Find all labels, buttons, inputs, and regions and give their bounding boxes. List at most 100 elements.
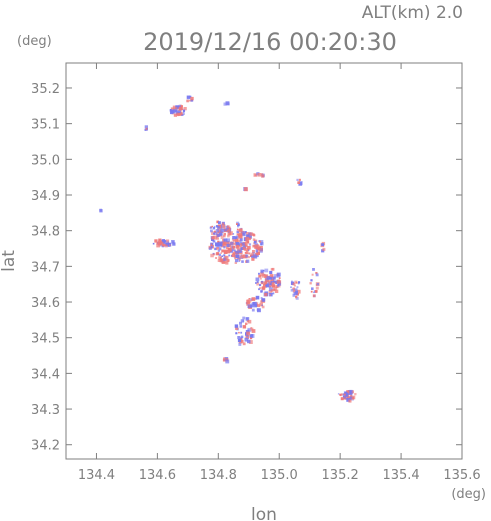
- scatter-point: [178, 107, 182, 111]
- scatter-point: [228, 254, 231, 257]
- scatter-point: [236, 223, 238, 225]
- scatter-point: [217, 228, 221, 232]
- scatter-point: [311, 273, 314, 276]
- scatter-point: [162, 239, 165, 242]
- scatter-point: [247, 237, 251, 241]
- scatter-point: [257, 173, 261, 177]
- scatter-point: [224, 260, 227, 263]
- scatter-point: [316, 282, 320, 286]
- scatter-point: [183, 113, 185, 115]
- scatter-point: [347, 391, 350, 394]
- scatter-point: [232, 245, 236, 249]
- scatter-point: [266, 276, 271, 280]
- scatter-point: [234, 324, 239, 328]
- scatter-point: [226, 102, 230, 106]
- y-axis: 34.2 34.3 34.4 34.5 34.6 34.7 34.8 34.9 35.0 35.1…: [31, 82, 462, 454]
- scatter-point: [216, 247, 219, 250]
- x-unit-label: (deg): [451, 487, 486, 502]
- scatter-point: [241, 242, 245, 246]
- scatter-point: [224, 229, 227, 232]
- scatter-point: [189, 95, 192, 98]
- scatter-point: [252, 302, 256, 306]
- scatter-point: [315, 272, 318, 275]
- scatter-point: [260, 297, 263, 299]
- scatter-point: [220, 236, 224, 239]
- scatter-point: [221, 260, 226, 264]
- scatter-point: [250, 252, 255, 256]
- scatter-point: [217, 259, 221, 262]
- scatter-point: [248, 299, 252, 303]
- scatter-point: [258, 272, 260, 275]
- scatter-point: [178, 112, 182, 116]
- scatter-point: [241, 260, 244, 263]
- scatter-point: [269, 283, 272, 285]
- scatter-point: [218, 242, 222, 246]
- x-axis: 134.4 134.6 134.8 135.0 135.2 135.4 135.6: [78, 63, 481, 483]
- scatter-point: [245, 251, 249, 254]
- scatter-point: [229, 242, 234, 246]
- scatter-point: [217, 249, 220, 252]
- scatter-point: [218, 247, 222, 251]
- scatter-point: [223, 238, 228, 243]
- scatter-point: [175, 106, 178, 109]
- scatter-point: [253, 244, 255, 247]
- scatter-point: [245, 335, 250, 339]
- scatter-point: [294, 285, 296, 287]
- scatter-point: [238, 260, 241, 262]
- scatter-point: [250, 327, 253, 329]
- scatter-point: [222, 224, 226, 228]
- scatter-point: [171, 110, 174, 113]
- scatter-point: [165, 239, 170, 243]
- scatter-point: [99, 209, 103, 213]
- scatter-point: [342, 395, 346, 399]
- scatter-point: [237, 239, 241, 243]
- scatter-point: [218, 253, 221, 256]
- scatter-point: [295, 281, 298, 284]
- scatter-point: [178, 104, 181, 108]
- scatter-point: [269, 270, 273, 274]
- scatter-point: [256, 308, 260, 312]
- scatter-point: [247, 256, 250, 259]
- scatter-point: [256, 282, 260, 286]
- scatter-point: [218, 231, 223, 236]
- scatter-point: [216, 220, 219, 224]
- scatter-point: [260, 269, 264, 273]
- scatter-point: [340, 397, 344, 401]
- scatter-point: [348, 399, 352, 403]
- scatter-point: [268, 287, 273, 292]
- scatter-point: [217, 240, 220, 243]
- scatter-point: [242, 232, 246, 237]
- scatter-point: [261, 305, 265, 309]
- scatter-point: [259, 284, 262, 287]
- scatter-point: [349, 397, 352, 400]
- scatter-point: [296, 286, 299, 289]
- scatter-point: [246, 335, 249, 337]
- scatter-point: [217, 226, 220, 229]
- scatter-point: [249, 232, 254, 236]
- scatter-point: [236, 242, 241, 246]
- scatter-point: [290, 286, 292, 288]
- scatter-point: [252, 238, 256, 241]
- scatter-point: [223, 246, 226, 249]
- y-tick-label: 35.0: [31, 153, 60, 168]
- scatter-point: [247, 319, 252, 324]
- scatter-point: [176, 113, 180, 117]
- scatter-point: [292, 289, 296, 293]
- scatter-point: [351, 390, 354, 394]
- scatter-point: [251, 297, 256, 301]
- scatter-point: [223, 102, 227, 106]
- scatter-point: [145, 128, 148, 131]
- scatter-point: [255, 250, 258, 253]
- scatter-point: [277, 280, 282, 284]
- scatter-point: [296, 292, 298, 295]
- scatter-point: [237, 225, 240, 228]
- y-tick-label: 34.4: [31, 367, 60, 382]
- scatter-point: [242, 342, 246, 346]
- y-tick-label: 34.9: [31, 189, 60, 204]
- scatter-point: [255, 282, 257, 284]
- scatter-point: [250, 254, 255, 258]
- scatter-point: [233, 249, 236, 252]
- scatter-point: [223, 254, 226, 257]
- x-tick-label: 135.4: [382, 468, 419, 483]
- scatter-point: [258, 288, 260, 291]
